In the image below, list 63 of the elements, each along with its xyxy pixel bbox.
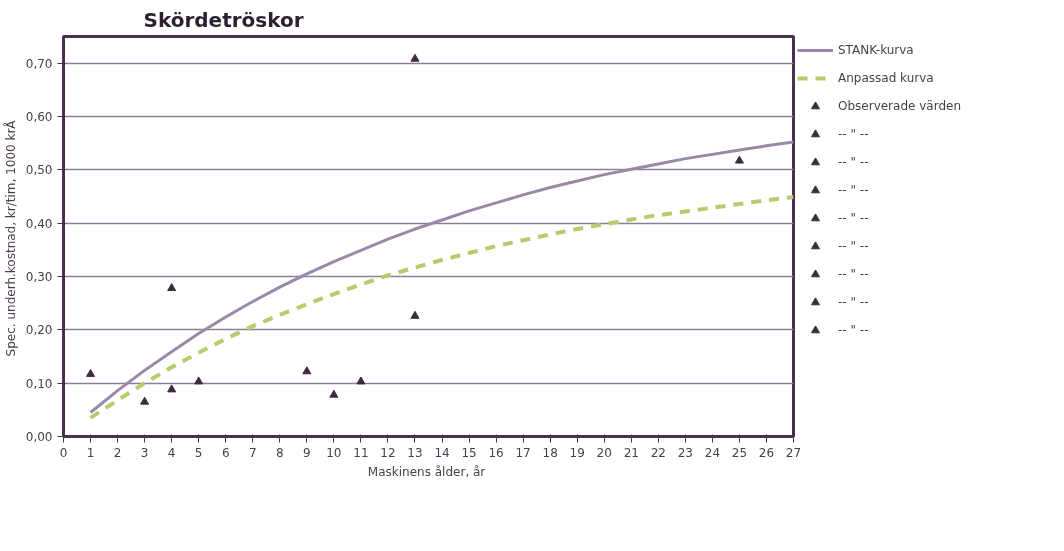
legend-label: Anpassad kurva: [838, 71, 934, 85]
x-tick-label: 10: [326, 445, 342, 460]
x-tick-label: 8: [275, 445, 284, 460]
x-tick-label: 25: [731, 445, 748, 460]
x-tick-label: 0: [59, 445, 68, 460]
legend-label: -- " --: [838, 127, 870, 141]
x-tick-label: 15: [461, 445, 477, 460]
legend-label: STANK-kurva: [838, 43, 914, 57]
x-tick-label: 21: [623, 445, 639, 460]
legend-label: -- " --: [838, 267, 870, 281]
x-tick-label: 3: [140, 445, 149, 460]
y-tick-label: 0,50: [25, 163, 53, 178]
x-tick-label: 23: [677, 445, 693, 460]
point: [167, 384, 177, 393]
line-series: [89, 140, 794, 414]
legend-label: -- " --: [838, 211, 870, 225]
point: [86, 368, 96, 377]
legend-label: -- " --: [838, 295, 870, 309]
x-tick-label: 1: [86, 445, 95, 460]
point: [329, 389, 339, 398]
chart-title: Skördetröskor: [143, 7, 304, 32]
x-tick-label: 16: [488, 445, 504, 460]
x-tick-label: 13: [407, 445, 423, 460]
x-tick-label: 9: [303, 445, 311, 460]
x-tick-label: 27: [785, 445, 802, 460]
x-tick-label: 20: [596, 445, 612, 460]
legend-label: -- " --: [838, 183, 870, 197]
point: [410, 310, 420, 319]
x-tick-label: 24: [704, 445, 721, 460]
x-tick-label: 26: [758, 445, 775, 460]
point: [356, 376, 366, 385]
legend-label: -- " --: [838, 155, 870, 169]
legend-label: Observerade värden: [838, 99, 961, 113]
x-tick-label: 18: [542, 445, 558, 460]
line-series: [88, 195, 794, 420]
legend-label: -- " --: [838, 323, 870, 337]
y-tick-label: 0,30: [25, 270, 53, 284]
x-tick-label: 11: [353, 445, 369, 460]
x-tick-label: 7: [248, 445, 257, 460]
point: [194, 376, 204, 385]
y-tick-label: 0,70: [25, 56, 53, 71]
x-tick-label: 2: [113, 445, 122, 460]
y-tick-label: 0,40: [25, 216, 53, 231]
y-tick-label: 0,00: [25, 430, 53, 444]
x-tick-label: 19: [569, 445, 585, 460]
y-axis-title: Spec. underh.kostnad, kr/tim, 1000 krÅ: [2, 119, 18, 357]
x-axis-title: Maskinens ålder, år: [367, 464, 486, 479]
point: [302, 366, 312, 375]
point: [140, 396, 150, 405]
x-tick-label: 5: [194, 445, 203, 460]
point: [734, 155, 744, 164]
x-tick-label: 12: [380, 445, 396, 460]
y-tick-label: 0,10: [25, 376, 53, 391]
y-tick-label: 0,20: [25, 323, 53, 338]
x-tick-label: 4: [167, 445, 176, 460]
x-tick-label: 6: [221, 445, 230, 460]
x-tick-label: 22: [650, 445, 666, 460]
legend-label: -- " --: [838, 239, 870, 253]
y-tick-label: 0,60: [25, 110, 53, 124]
point: [410, 53, 420, 62]
x-tick-label: 14: [434, 445, 450, 460]
x-tick-label: 17: [515, 445, 531, 460]
point: [167, 283, 177, 292]
